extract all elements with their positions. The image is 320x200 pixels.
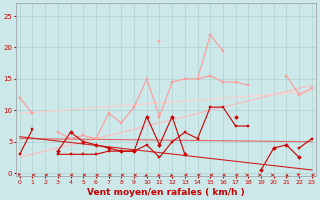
X-axis label: Vent moyen/en rafales ( km/h ): Vent moyen/en rafales ( km/h ) xyxy=(87,188,245,197)
